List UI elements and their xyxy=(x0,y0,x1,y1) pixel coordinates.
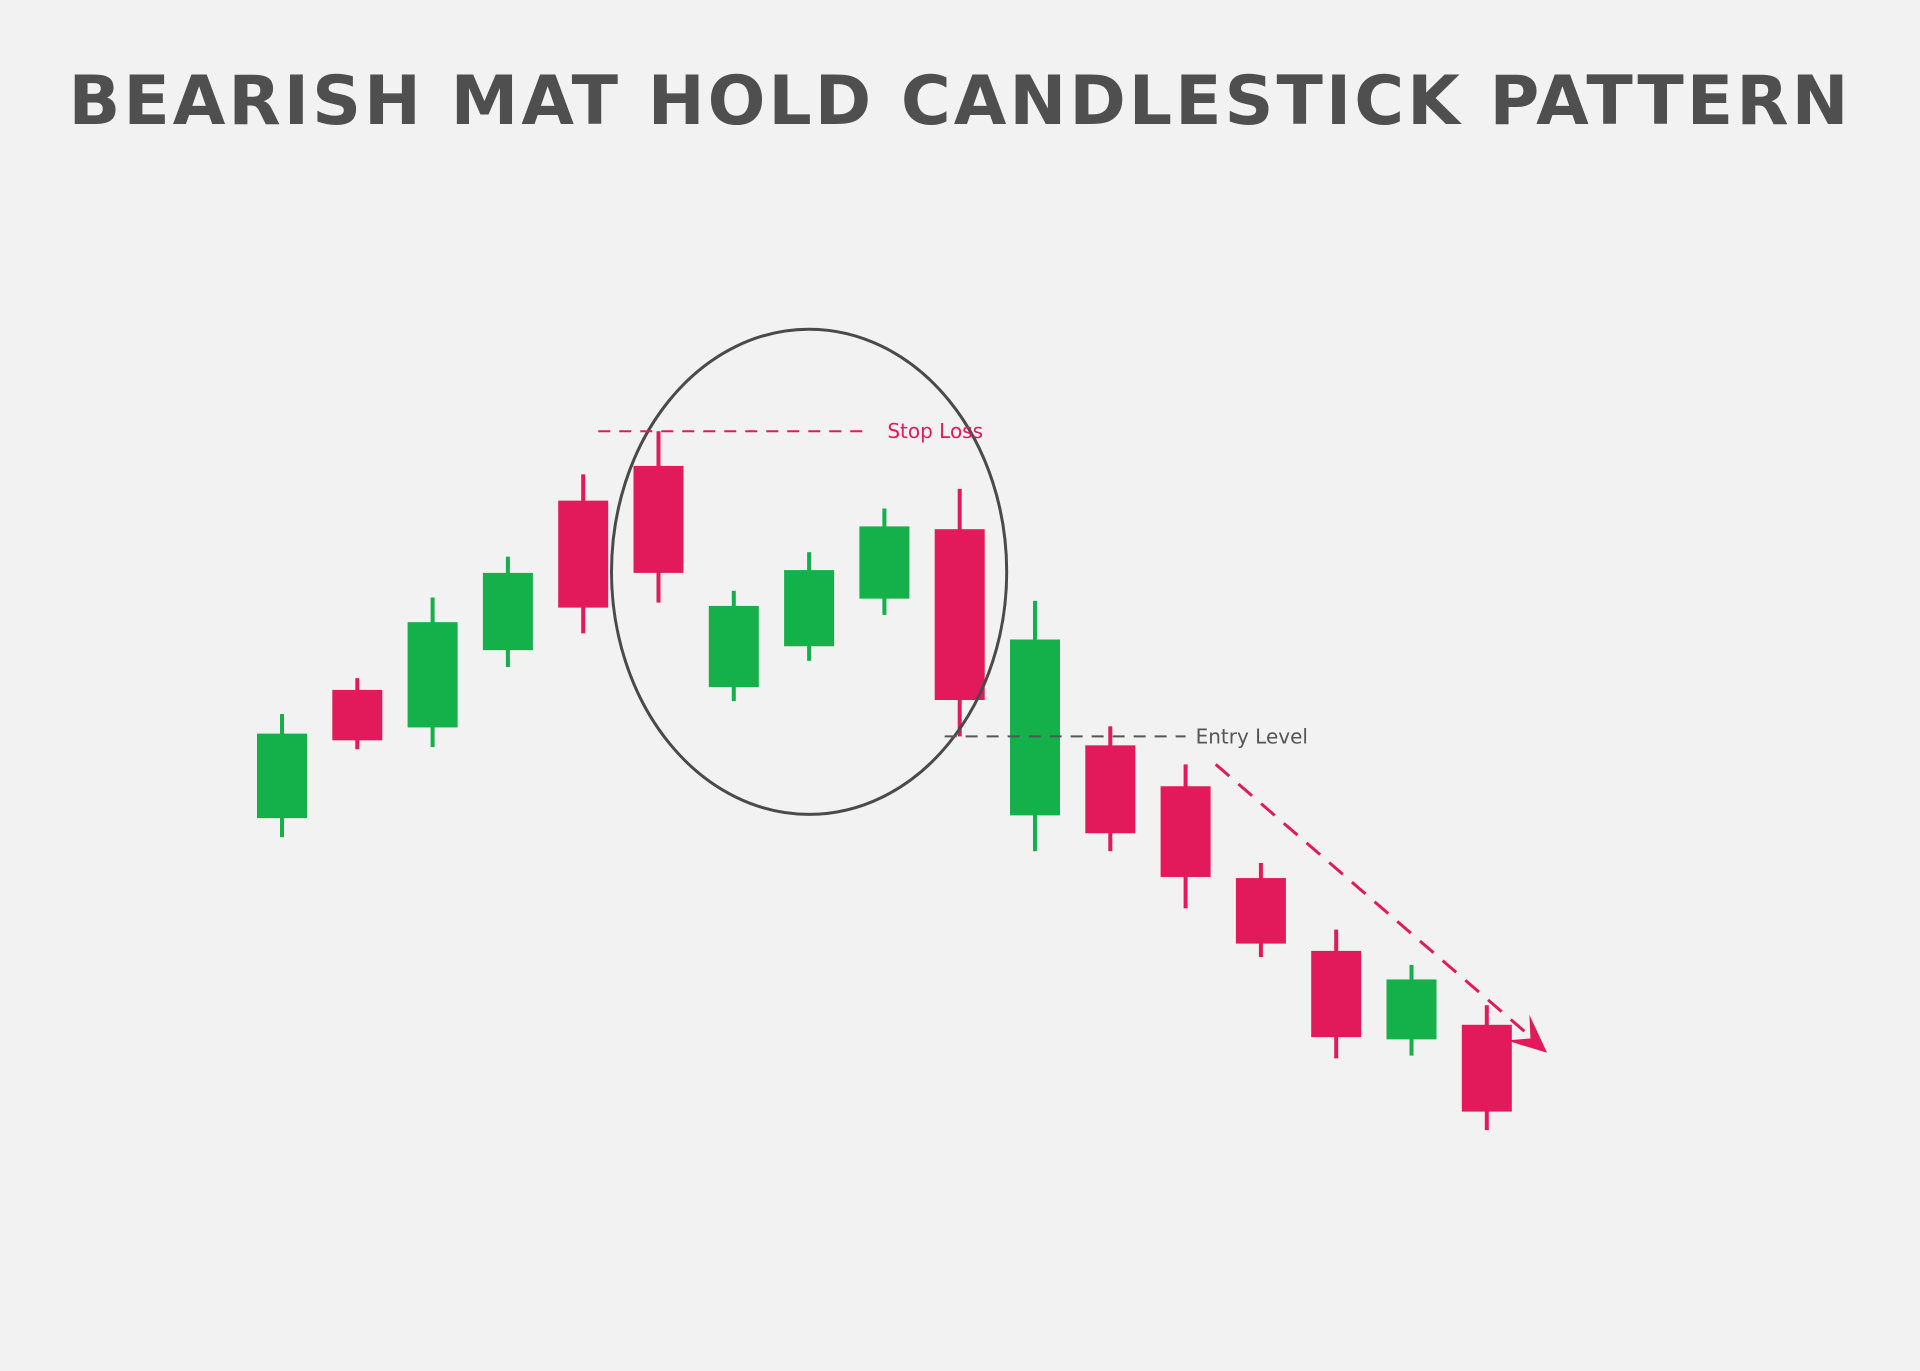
candle-12-bearish xyxy=(1085,726,1136,852)
candle-body xyxy=(482,572,533,651)
candle-5-bearish xyxy=(558,474,609,634)
candle-3-bullish xyxy=(407,597,458,748)
candle-body xyxy=(1461,1024,1512,1112)
candle-9-bullish xyxy=(859,508,910,615)
pattern-highlight-ellipse xyxy=(610,327,1009,816)
candle-body xyxy=(859,526,910,599)
candle-15-bearish xyxy=(1311,929,1362,1059)
candle-6-bearish xyxy=(633,431,684,603)
candle-body xyxy=(1235,878,1286,944)
candle-14-bearish xyxy=(1235,862,1286,958)
candle-body xyxy=(633,465,684,573)
trend-arrow-line xyxy=(1214,763,1535,1040)
candle-4-bullish xyxy=(482,556,533,667)
candle-body xyxy=(558,500,609,608)
candle-body xyxy=(407,622,458,728)
candle-16-bullish xyxy=(1386,964,1437,1056)
candle-body xyxy=(1010,639,1060,816)
chart-title: BEARISH MAT HOLD CANDLESTICK PATTERN xyxy=(68,62,1852,141)
candle-body xyxy=(1386,979,1437,1040)
candle-body xyxy=(1160,786,1211,877)
candle-13-bearish xyxy=(1160,764,1211,909)
candle-11-bullish xyxy=(1010,600,1060,852)
candle-7-bullish xyxy=(708,590,759,702)
stop-loss-label: Stop Loss xyxy=(887,419,983,443)
candles xyxy=(257,431,1512,1131)
candle-body xyxy=(332,689,383,741)
candle-8-bullish xyxy=(784,552,835,661)
candle-body xyxy=(1311,950,1362,1038)
candle-body xyxy=(708,605,759,688)
trend-arrow-head xyxy=(1506,1014,1548,1053)
candle-1-bullish xyxy=(257,714,307,838)
candle-body xyxy=(934,529,985,700)
annotations: Stop Loss Entry Level xyxy=(598,327,1548,1053)
candle-2-bearish xyxy=(332,678,383,750)
candle-body xyxy=(257,733,307,819)
entry-level-label: Entry Level xyxy=(1196,724,1308,748)
candle-10-bearish xyxy=(934,488,985,737)
candle-body xyxy=(1085,745,1136,834)
candle-17-bearish xyxy=(1461,1005,1512,1131)
candle-body xyxy=(784,570,835,647)
